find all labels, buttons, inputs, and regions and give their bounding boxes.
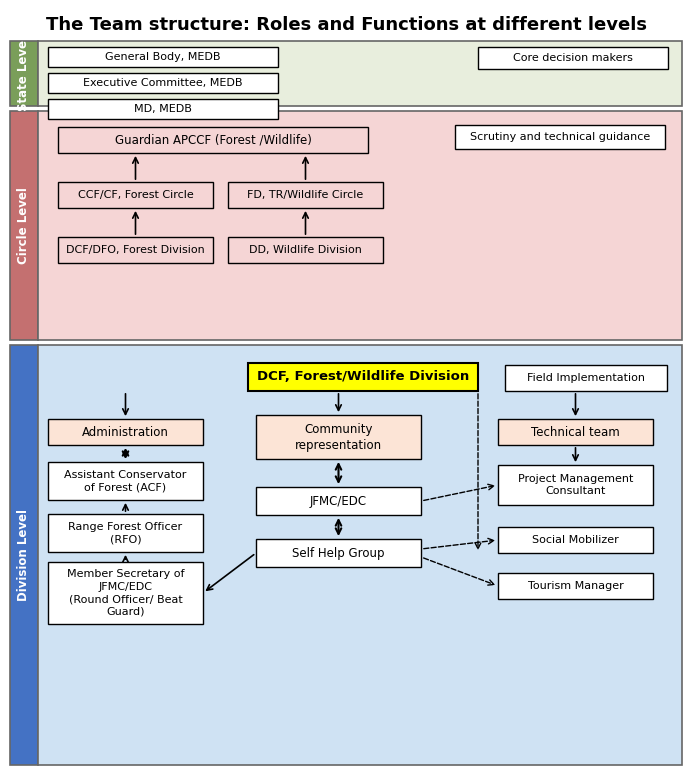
Text: DCF/DFO, Forest Division: DCF/DFO, Forest Division: [66, 245, 205, 255]
Text: Executive Committee, MEDB: Executive Committee, MEDB: [83, 78, 243, 88]
FancyBboxPatch shape: [58, 237, 213, 263]
FancyBboxPatch shape: [498, 465, 653, 505]
Text: Circle Level: Circle Level: [17, 187, 30, 264]
Text: Technical team: Technical team: [531, 425, 620, 438]
FancyBboxPatch shape: [505, 365, 667, 391]
Text: Assistant Conservator
of Forest (ACF): Assistant Conservator of Forest (ACF): [64, 470, 187, 493]
FancyBboxPatch shape: [478, 47, 668, 69]
Text: Division Level: Division Level: [17, 509, 30, 601]
Text: Field Implementation: Field Implementation: [527, 373, 645, 383]
Text: Administration: Administration: [82, 425, 169, 438]
Text: State Level: State Level: [17, 36, 30, 111]
FancyBboxPatch shape: [48, 419, 203, 445]
FancyBboxPatch shape: [38, 345, 682, 765]
Text: Scrutiny and technical guidance: Scrutiny and technical guidance: [470, 132, 650, 142]
Text: Range Forest Officer
(RFO): Range Forest Officer (RFO): [69, 521, 183, 544]
Text: Community
representation: Community representation: [295, 423, 382, 452]
Text: Member Secretary of
JFMC/EDC
(Round Officer/ Beat
Guard): Member Secretary of JFMC/EDC (Round Offi…: [66, 569, 184, 616]
Text: Tourism Manager: Tourism Manager: [527, 581, 623, 591]
FancyBboxPatch shape: [256, 539, 421, 567]
Text: General Body, MEDB: General Body, MEDB: [105, 52, 221, 62]
FancyBboxPatch shape: [455, 125, 665, 149]
FancyBboxPatch shape: [58, 182, 213, 208]
FancyBboxPatch shape: [48, 562, 203, 624]
FancyBboxPatch shape: [58, 127, 368, 153]
FancyBboxPatch shape: [10, 111, 38, 340]
Text: FD, TR/Wildlife Circle: FD, TR/Wildlife Circle: [247, 190, 363, 200]
Text: JFMC/EDC: JFMC/EDC: [310, 495, 367, 507]
FancyBboxPatch shape: [48, 73, 278, 93]
FancyBboxPatch shape: [256, 415, 421, 459]
Text: Project Management
Consultant: Project Management Consultant: [518, 474, 633, 496]
FancyBboxPatch shape: [248, 363, 478, 391]
Text: CCF/CF, Forest Circle: CCF/CF, Forest Circle: [78, 190, 193, 200]
Text: Self Help Group: Self Help Group: [292, 547, 385, 560]
FancyBboxPatch shape: [10, 345, 38, 765]
FancyBboxPatch shape: [498, 527, 653, 553]
Text: DCF, Forest/Wildlife Division: DCF, Forest/Wildlife Division: [257, 370, 469, 384]
FancyBboxPatch shape: [498, 419, 653, 445]
FancyBboxPatch shape: [256, 487, 421, 515]
FancyBboxPatch shape: [228, 182, 383, 208]
Text: Core decision makers: Core decision makers: [513, 53, 633, 63]
Text: Guardian APCCF (Forest /Wildlife): Guardian APCCF (Forest /Wildlife): [115, 133, 311, 146]
Text: The Team structure: Roles and Functions at different levels: The Team structure: Roles and Functions …: [46, 16, 646, 34]
FancyBboxPatch shape: [10, 41, 38, 106]
Text: DD, Wildlife Division: DD, Wildlife Division: [249, 245, 362, 255]
FancyBboxPatch shape: [38, 41, 682, 106]
FancyBboxPatch shape: [48, 47, 278, 67]
Text: MD, MEDB: MD, MEDB: [134, 104, 192, 114]
FancyBboxPatch shape: [48, 462, 203, 500]
FancyBboxPatch shape: [228, 237, 383, 263]
FancyBboxPatch shape: [38, 111, 682, 340]
FancyBboxPatch shape: [48, 99, 278, 119]
FancyBboxPatch shape: [498, 573, 653, 599]
FancyBboxPatch shape: [48, 514, 203, 552]
Text: Social Mobilizer: Social Mobilizer: [532, 535, 619, 545]
